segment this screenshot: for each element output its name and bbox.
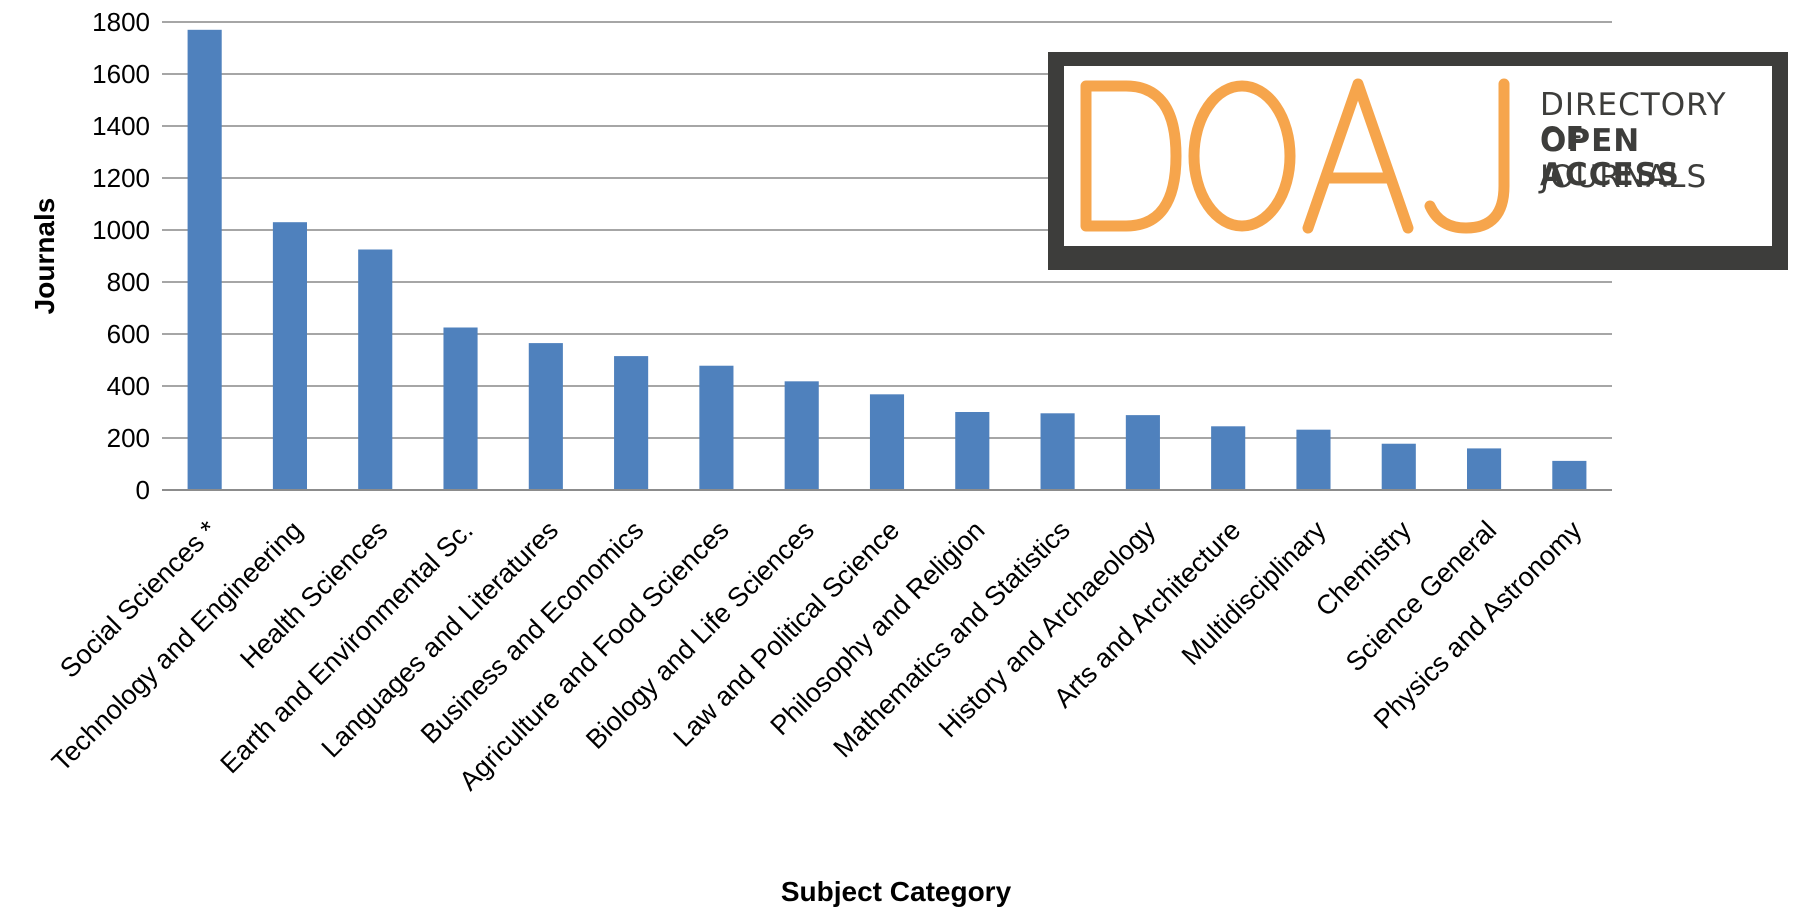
bar (784, 381, 819, 490)
bar (614, 356, 649, 490)
bars (162, 29, 1612, 491)
gridlines (162, 21, 1612, 491)
bar (1381, 443, 1416, 490)
bar (358, 249, 393, 490)
y-tick-label: 1400 (92, 111, 150, 141)
y-tick-label: 1800 (92, 7, 150, 37)
logo-line-1: DIRECTORY OF (1540, 87, 1727, 157)
y-tick-label: 1200 (92, 163, 150, 193)
bar (1040, 413, 1075, 490)
y-axis-title: Journals (29, 198, 60, 315)
x-category-labels: Social Sciences *Technology and Engineer… (46, 515, 1588, 797)
bar (1467, 448, 1502, 490)
bar (443, 327, 478, 490)
logo-line-2: OPEN ACCESS (1540, 123, 1680, 193)
doaj-mark (1080, 78, 1510, 234)
bar (1125, 415, 1160, 490)
y-tick-label: 200 (107, 423, 150, 453)
y-tick-labels: 0 200 400 600 800 1000 1200 1400 1600 1800 (92, 7, 150, 505)
x-category-label: Health Sciences (234, 515, 393, 674)
doaj-logo: DIRECTORY OF OPEN ACCESS JOURNALS (1048, 52, 1788, 270)
logo-panel: DIRECTORY OF OPEN ACCESS JOURNALS (1064, 66, 1772, 246)
logo-line-3: JOURNALS (1540, 159, 1708, 195)
x-axis-title: Subject Category (781, 876, 1012, 907)
bar (1211, 426, 1246, 490)
bar (1552, 460, 1587, 490)
bar (955, 412, 990, 490)
y-tick-label: 0 (136, 475, 150, 505)
bar (528, 343, 563, 490)
bar (1296, 429, 1331, 490)
y-tick-label: 1600 (92, 59, 150, 89)
x-category-label: Social Sciences * (54, 515, 223, 684)
bar (869, 394, 905, 490)
bar (272, 222, 307, 490)
bar (699, 365, 734, 490)
y-tick-label: 600 (107, 319, 150, 349)
y-tick-label: 800 (107, 267, 150, 297)
x-category-label: Multidisciplinary (1176, 515, 1332, 671)
x-category-label: Science General (1340, 515, 1502, 677)
y-tick-label: 1000 (92, 215, 150, 245)
bar (187, 29, 222, 491)
y-tick-label: 400 (107, 371, 150, 401)
